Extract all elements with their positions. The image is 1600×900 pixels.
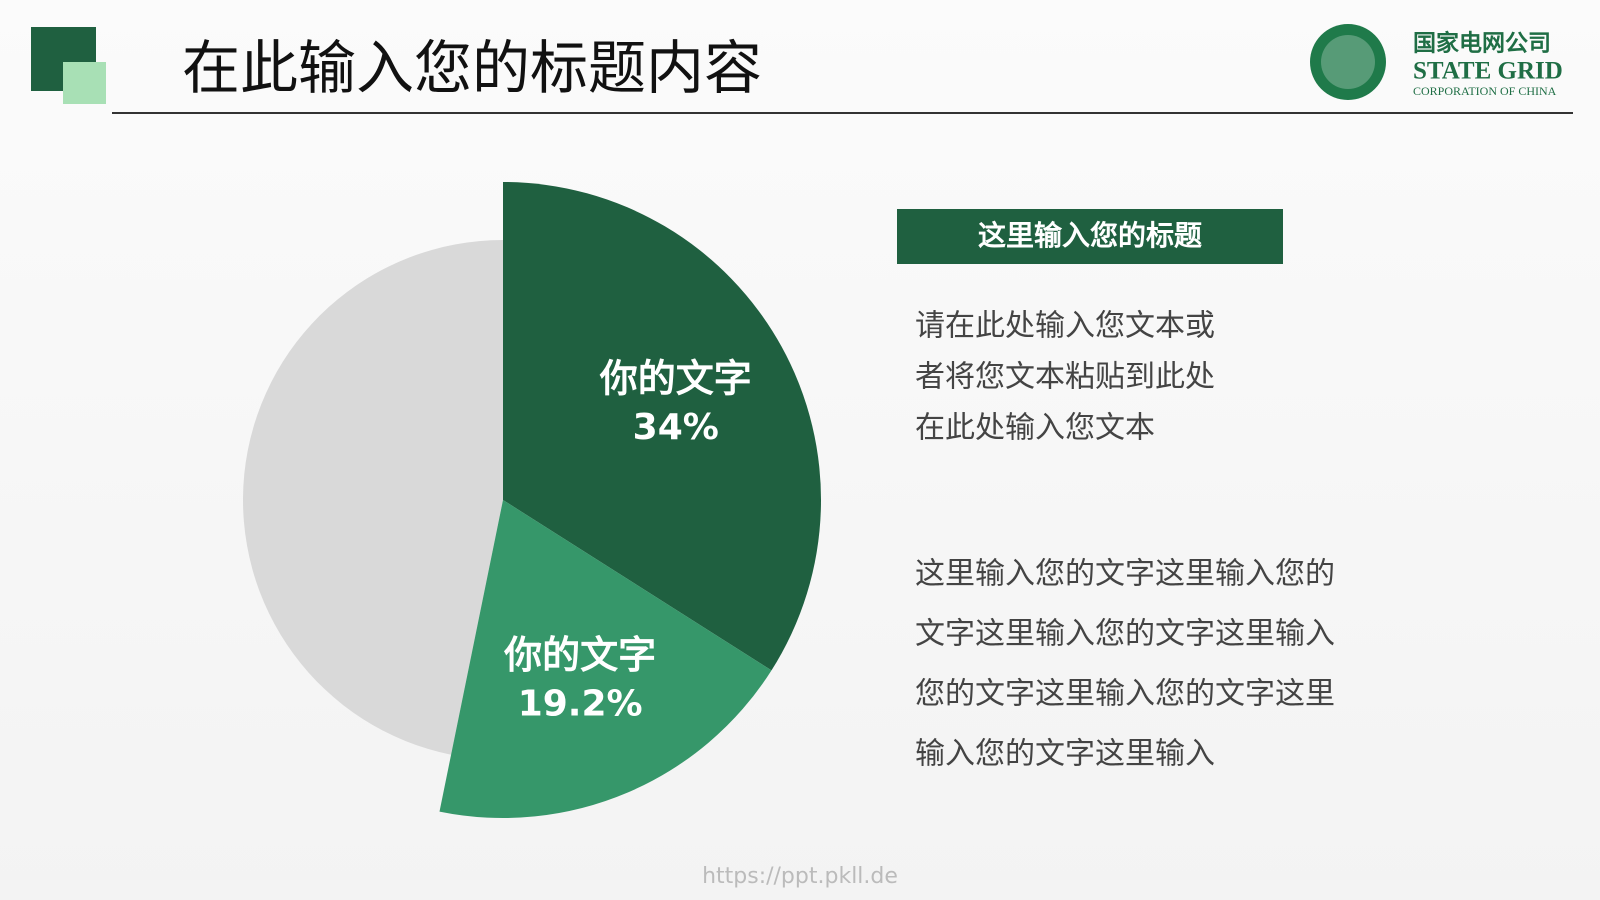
slice-category: 你的文字 — [503, 633, 656, 677]
pie-slice — [439, 500, 772, 819]
paragraph-line: 在此处输入您文本 — [915, 411, 1155, 446]
paragraph-line: 这里输入您的文字这里输入您的 — [915, 557, 1335, 592]
paragraph-line: 您的文字这里输入您的文字这里 — [915, 677, 1335, 712]
paragraphs: 请在此处输入您文本或者将您文本粘贴到此处在此处输入您文本这里输入您的文字这里输入… — [915, 309, 1335, 772]
logo-en: STATE GRID — [1413, 58, 1563, 85]
logo-globe-inner — [1321, 35, 1375, 89]
paragraph-line: 者将您文本粘贴到此处 — [915, 360, 1215, 395]
pie-slice — [503, 182, 821, 671]
paragraph-line: 请在此处输入您文本或 — [915, 309, 1215, 344]
slice-value-label: 34% — [633, 407, 719, 448]
title: 在此输入您的标题内容 — [182, 34, 762, 102]
paragraph-line: 文字这里输入您的文字这里输入 — [915, 617, 1335, 652]
logo-cn: 国家电网公司 — [1413, 30, 1551, 57]
paragraph-line: 输入您的文字这里输入 — [915, 737, 1215, 772]
slice-value-label: 19.2% — [518, 683, 643, 724]
pie-chart: 你的文字 34% 你的文字 19.2% — [243, 182, 821, 819]
logo-globe — [1310, 24, 1386, 100]
panel-title: 这里输入您的标题 — [978, 219, 1202, 252]
logo-sub: CORPORATION OF CHINA — [1413, 84, 1557, 98]
pie-slice — [243, 240, 503, 755]
slice-category: 你的文字 — [599, 357, 752, 401]
panel-title-box — [897, 209, 1283, 264]
deco-square — [63, 62, 106, 104]
footer-url: https://ppt.pkll.de — [702, 864, 898, 889]
